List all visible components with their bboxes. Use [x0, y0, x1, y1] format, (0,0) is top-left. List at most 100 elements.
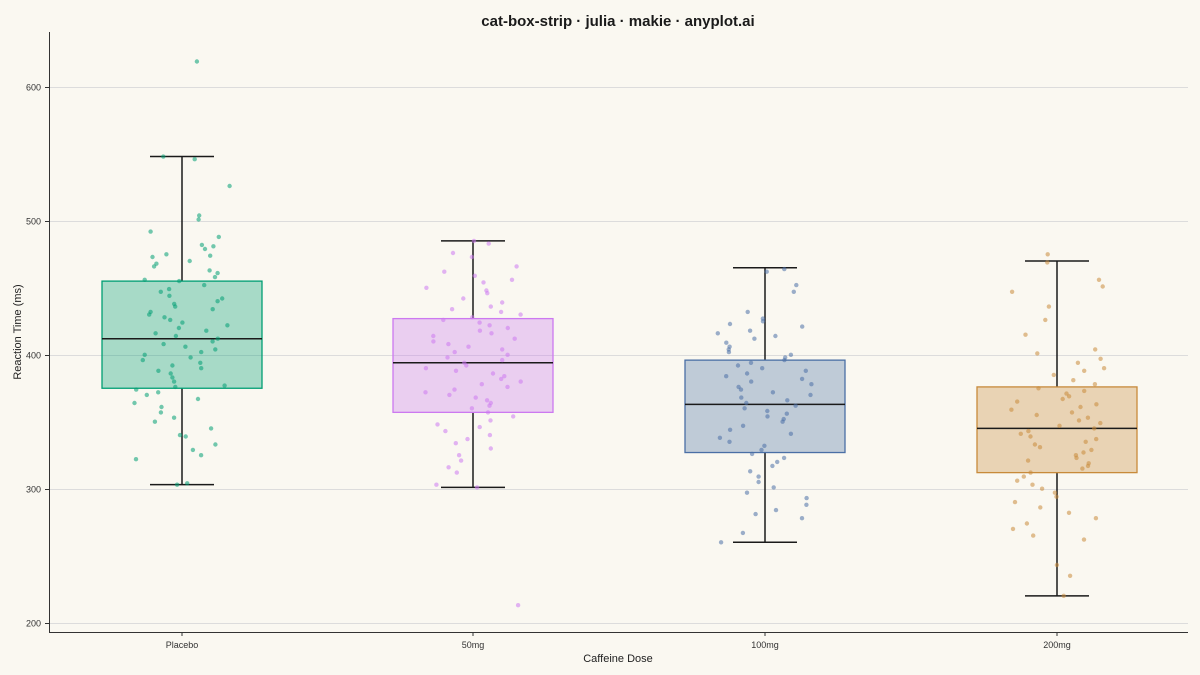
- point-50mg-20: [477, 320, 482, 325]
- point-100mg-2: [794, 282, 799, 288]
- point-100mg-36: [793, 403, 798, 408]
- point-placebo-6: [148, 229, 153, 234]
- point-placebo-37: [176, 325, 182, 331]
- point-placebo-69: [177, 432, 183, 438]
- point-100mg-4: [745, 309, 750, 315]
- point-50mg-6: [472, 273, 477, 278]
- point-100mg-27: [749, 379, 754, 384]
- y-axis-label: Reaction Time (ms): [12, 284, 24, 379]
- point-100mg-1: [764, 269, 769, 274]
- point-50mg-14: [488, 304, 493, 309]
- point-placebo-21: [177, 278, 182, 284]
- point-200mg-10: [1098, 356, 1103, 361]
- point-50mg-34: [500, 357, 505, 363]
- point-100mg-25: [724, 374, 729, 379]
- point-100mg-28: [809, 382, 814, 387]
- point-50mg-7: [509, 277, 515, 282]
- box-placebo: [101, 280, 263, 389]
- point-200mg-63: [1054, 562, 1060, 568]
- point-100mg-24: [744, 371, 750, 376]
- point-200mg-2: [1096, 277, 1102, 282]
- point-200mg-1: [1045, 260, 1050, 265]
- point-200mg-0: [1045, 252, 1050, 257]
- point-50mg-63: [456, 453, 462, 458]
- x-tick-label-100mg: 100mg: [751, 640, 779, 650]
- point-100mg-31: [770, 390, 776, 395]
- point-200mg-12: [1101, 366, 1107, 371]
- point-50mg-2: [450, 250, 456, 256]
- point-placebo-14: [187, 258, 192, 264]
- point-100mg-63: [799, 516, 805, 521]
- point-placebo-12: [208, 253, 213, 258]
- point-50mg-23: [477, 328, 483, 333]
- point-placebo-70: [183, 434, 188, 439]
- point-placebo-1: [161, 154, 166, 159]
- point-50mg-58: [443, 428, 448, 434]
- x-axis-label: Caffeine Dose: [583, 653, 653, 665]
- point-placebo-63: [132, 400, 137, 406]
- y-tick-label-600: 600: [26, 83, 41, 93]
- point-200mg-39: [1037, 445, 1043, 450]
- point-placebo-34: [168, 317, 173, 323]
- point-placebo-66: [171, 415, 177, 420]
- point-100mg-53: [770, 463, 775, 469]
- point-100mg-23: [803, 368, 808, 373]
- point-50mg-38: [453, 368, 459, 373]
- point-50mg-22: [505, 325, 510, 331]
- point-placebo-46: [199, 349, 204, 355]
- point-200mg-61: [1031, 533, 1036, 538]
- point-100mg-20: [748, 360, 754, 365]
- point-200mg-50: [1015, 478, 1020, 483]
- point-200mg-26: [1069, 410, 1075, 415]
- point-placebo-68: [208, 426, 214, 431]
- point-100mg-39: [784, 411, 789, 416]
- point-200mg-36: [1094, 436, 1099, 442]
- point-placebo-23: [166, 286, 172, 292]
- axes-layer: [49, 32, 1188, 633]
- point-placebo-40: [173, 333, 179, 339]
- point-100mg-21: [735, 363, 741, 368]
- point-placebo-26: [220, 296, 225, 301]
- point-placebo-41: [215, 336, 220, 341]
- point-200mg-7: [1023, 332, 1028, 337]
- point-placebo-30: [210, 307, 215, 312]
- point-100mg-51: [781, 455, 787, 461]
- point-200mg-21: [1060, 396, 1065, 402]
- point-placebo-39: [153, 331, 158, 336]
- point-100mg-40: [765, 414, 770, 419]
- point-50mg-24: [489, 331, 494, 336]
- point-placebo-24: [158, 289, 163, 294]
- point-placebo-55: [170, 375, 175, 380]
- point-200mg-49: [1021, 474, 1026, 479]
- point-placebo-65: [158, 410, 164, 415]
- point-placebo-35: [180, 320, 185, 325]
- point-200mg-16: [1092, 382, 1098, 387]
- point-100mg-55: [756, 474, 761, 479]
- point-200mg-25: [1009, 407, 1014, 412]
- point-100mg-61: [773, 507, 779, 513]
- point-200mg-13: [1082, 368, 1087, 373]
- point-placebo-22: [202, 282, 207, 288]
- point-placebo-5: [196, 217, 201, 222]
- point-50mg-64: [458, 458, 464, 463]
- point-placebo-74: [133, 457, 139, 462]
- point-200mg-53: [1052, 490, 1058, 495]
- point-placebo-75: [185, 481, 190, 486]
- point-200mg-11: [1075, 360, 1081, 365]
- point-50mg-8: [481, 280, 486, 285]
- point-50mg-67: [434, 482, 439, 487]
- point-200mg-27: [1034, 412, 1039, 418]
- point-placebo-36: [225, 323, 230, 328]
- point-200mg-40: [1089, 447, 1094, 453]
- point-50mg-25: [431, 333, 436, 339]
- point-100mg-44: [727, 427, 733, 432]
- point-200mg-52: [1039, 486, 1045, 491]
- point-placebo-62: [195, 396, 201, 402]
- point-100mg-42: [780, 419, 785, 424]
- point-100mg-60: [804, 502, 809, 507]
- point-placebo-73: [198, 453, 204, 458]
- point-200mg-33: [1026, 428, 1031, 434]
- point-100mg-56: [756, 479, 761, 485]
- point-200mg-47: [1080, 466, 1085, 471]
- point-placebo-38: [204, 328, 209, 333]
